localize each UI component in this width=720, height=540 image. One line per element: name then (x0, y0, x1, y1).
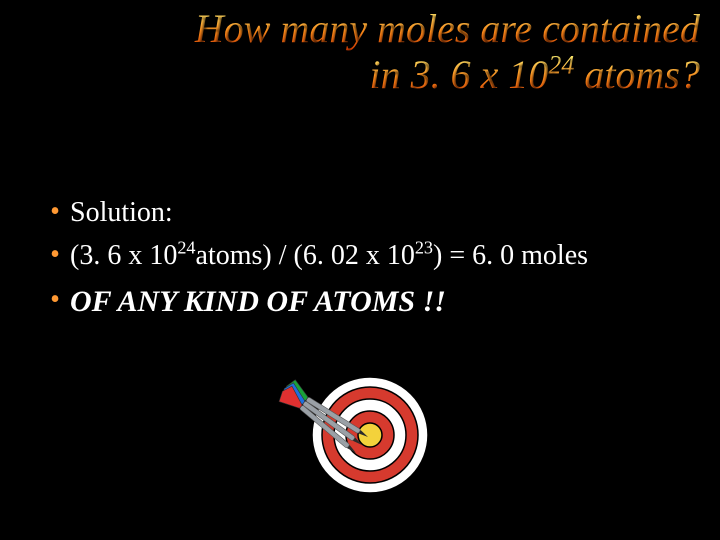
bullet-text-equation: (3. 6 x 1024atoms) / (6. 02 x 1023) = 6.… (70, 238, 690, 273)
list-item: • (3. 6 x 1024atoms) / (6. 02 x 1023) = … (40, 238, 690, 273)
eq-part-1: (3. 6 x 10 (70, 240, 177, 271)
dartboard-icon (250, 370, 450, 530)
title-line2-part-b: atoms? (574, 52, 700, 97)
bullet-text-solution: Solution: (70, 195, 690, 230)
dartboard-image (250, 370, 450, 530)
bullet-dot-icon: • (40, 283, 70, 317)
title-line2-exp: 24 (548, 51, 574, 80)
bullet-dot-icon: • (40, 195, 70, 229)
eq-part-2: atoms) / (6. 02 x 10 (196, 240, 415, 271)
bullet-dot-icon: • (40, 238, 70, 272)
bullet-text-emphasis: OF ANY KIND OF ATOMS !! (70, 283, 690, 321)
eq-exp-1: 24 (177, 238, 195, 258)
list-item: • OF ANY KIND OF ATOMS !! (40, 283, 690, 321)
eq-part-3: ) = 6. 0 moles (433, 240, 588, 271)
title-line2-part-a: in 3. 6 x 10 (370, 52, 549, 97)
slide-title: How many moles are contained in 3. 6 x 1… (80, 6, 700, 98)
list-item: • Solution: (40, 195, 690, 230)
eq-exp-2: 23 (415, 238, 433, 258)
title-line-2: in 3. 6 x 1024 atoms? (80, 52, 700, 98)
title-line-1: How many moles are contained (80, 6, 700, 52)
bullet-list: • Solution: • (3. 6 x 1024atoms) / (6. 0… (40, 195, 690, 329)
